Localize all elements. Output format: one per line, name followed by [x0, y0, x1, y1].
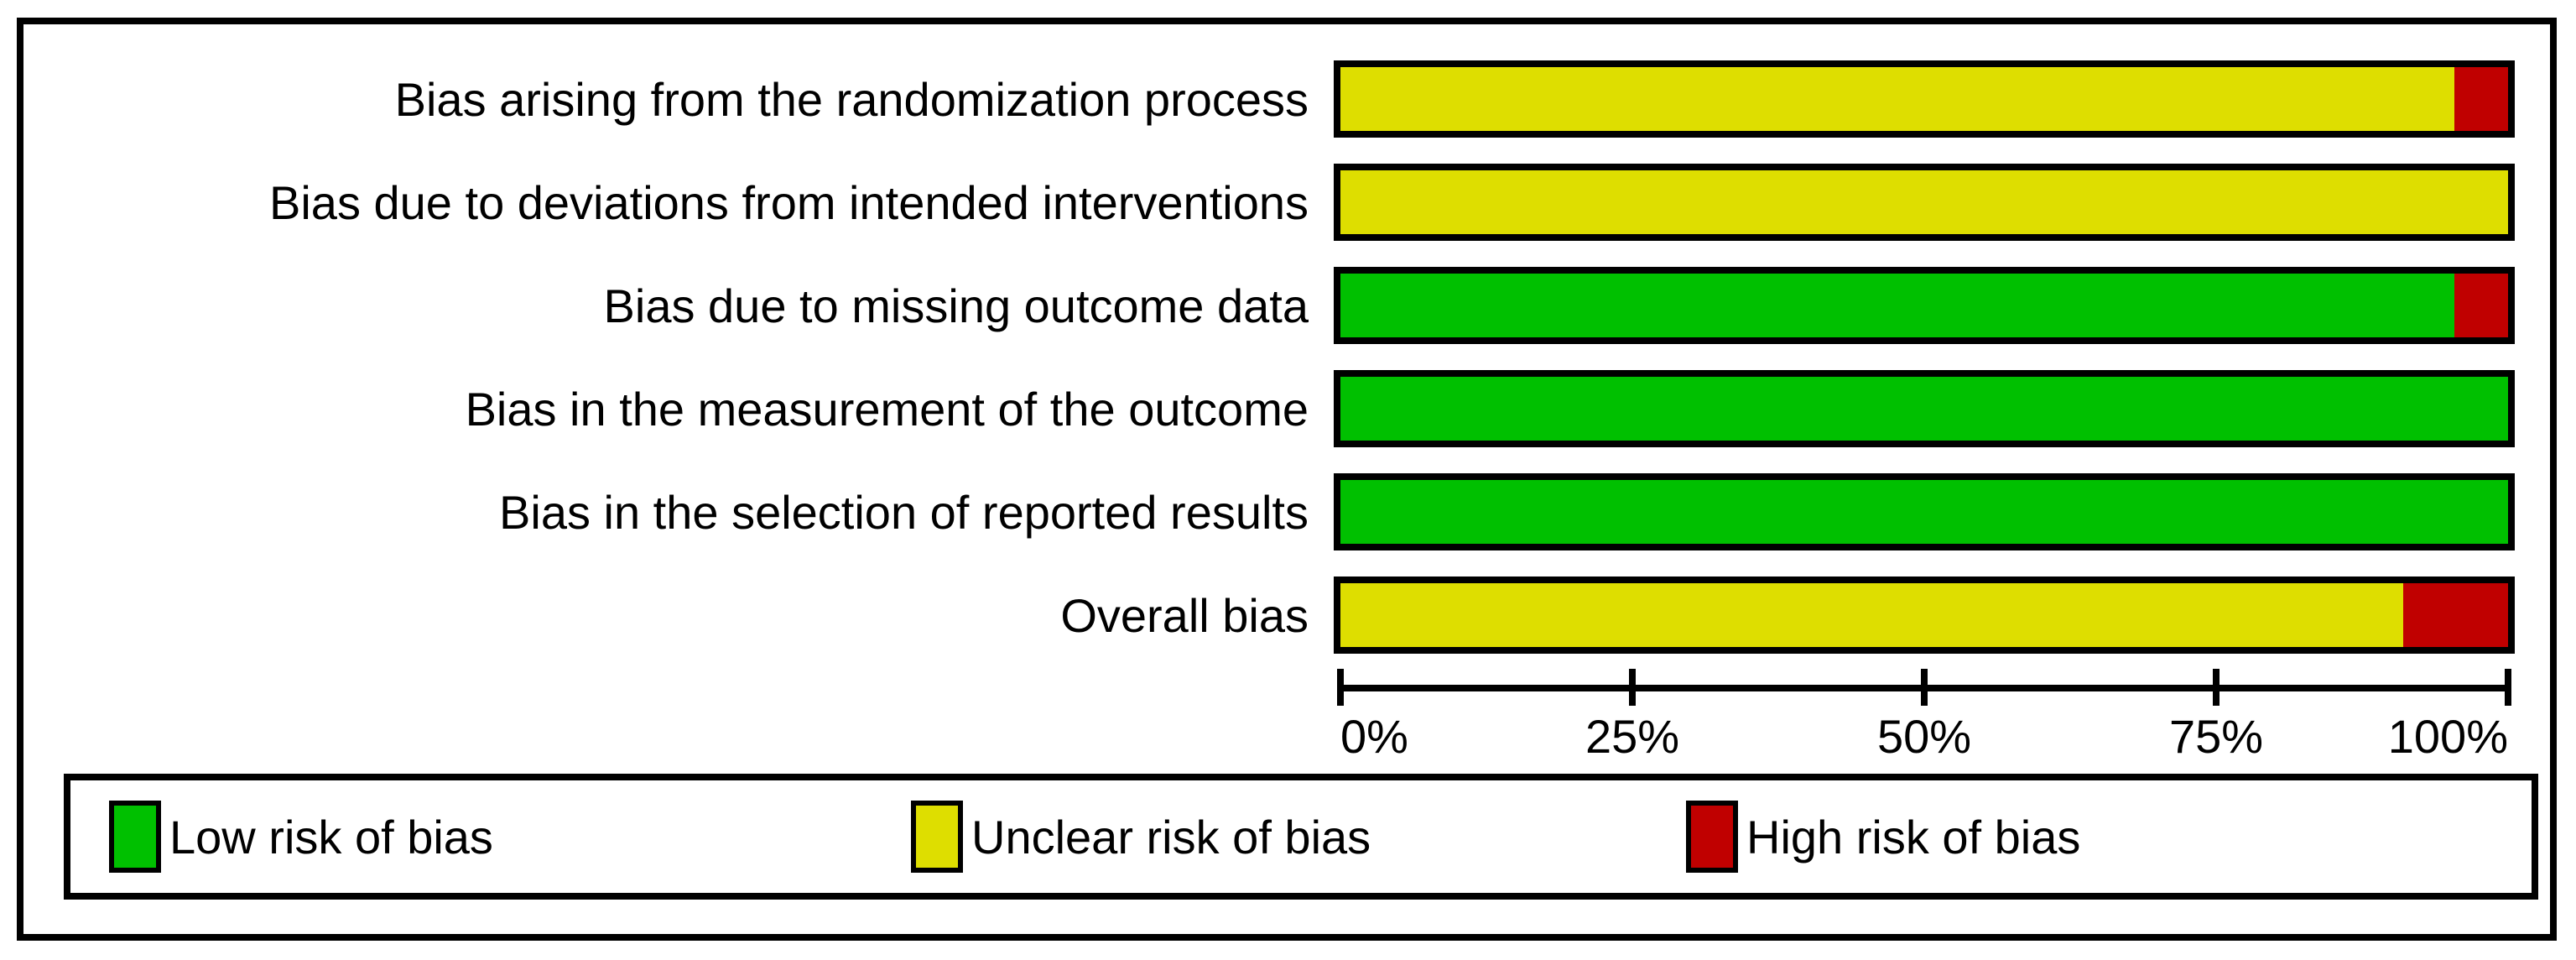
bar-segment-low [1340, 377, 2508, 441]
bar-row: Bias in the measurement of the outcome [23, 370, 2550, 447]
bar-segment-high [2454, 67, 2508, 131]
legend-label: High risk of bias [1746, 810, 2081, 863]
bar-category-label: Bias in the measurement of the outcome [465, 382, 1309, 436]
bar-row: Bias due to deviations from intended int… [23, 164, 2550, 241]
bar-category-label: Bias due to deviations from intended int… [269, 175, 1309, 229]
stacked-bar [1334, 164, 2515, 241]
legend-swatch-high [1686, 801, 1738, 873]
legend-label: Low risk of bias [169, 810, 493, 863]
x-axis-tick [2213, 669, 2220, 706]
bar-category-label: Bias arising from the randomization proc… [394, 72, 1309, 126]
bar-segment-unclear [1340, 583, 2403, 647]
legend-label: Unclear risk of bias [971, 810, 1371, 863]
risk-of-bias-graph: Bias arising from the randomization proc… [17, 18, 2557, 941]
bar-category-label: Overall bias [1060, 588, 1309, 642]
x-axis-tick-label: 25% [1585, 710, 1680, 763]
stacked-bar [1334, 60, 2515, 138]
x-axis-tick-label: 100% [2387, 710, 2508, 763]
bar-row: Bias arising from the randomization proc… [23, 60, 2550, 138]
x-axis-tick-label: 0% [1340, 710, 1408, 763]
stacked-bar [1334, 577, 2515, 654]
bar-row: Bias due to missing outcome data [23, 267, 2550, 344]
stacked-bar [1334, 267, 2515, 344]
x-axis-tick [1337, 669, 1344, 706]
legend-item-low: Low risk of bias [109, 780, 493, 893]
stacked-bar [1334, 370, 2515, 447]
bar-segment-low [1340, 274, 2454, 337]
bar-category-label: Bias in the selection of reported result… [499, 485, 1309, 539]
legend-swatch-unclear [911, 801, 963, 873]
bar-row: Overall bias [23, 577, 2550, 654]
bar-segment-unclear [1340, 170, 2508, 234]
bar-category-label: Bias due to missing outcome data [603, 279, 1309, 332]
bar-segment-high [2402, 583, 2508, 647]
legend-item-unclear: Unclear risk of bias [911, 780, 1371, 893]
bar-segment-high [2454, 274, 2508, 337]
x-axis-tick [2505, 669, 2511, 706]
x-axis-tick-label: 75% [2168, 710, 2264, 763]
stacked-bar [1334, 473, 2515, 550]
legend: Low risk of bias Unclear risk of bias High… [64, 774, 2538, 900]
legend-item-high: High risk of bias [1686, 780, 2080, 893]
x-axis-tick-label: 50% [1876, 710, 1972, 763]
legend-swatch-low [109, 801, 161, 873]
x-axis-tick [1921, 669, 1928, 706]
x-axis-tick [1629, 669, 1636, 706]
bar-segment-unclear [1340, 67, 2454, 131]
bar-segment-low [1340, 480, 2508, 544]
bar-row: Bias in the selection of reported result… [23, 473, 2550, 550]
